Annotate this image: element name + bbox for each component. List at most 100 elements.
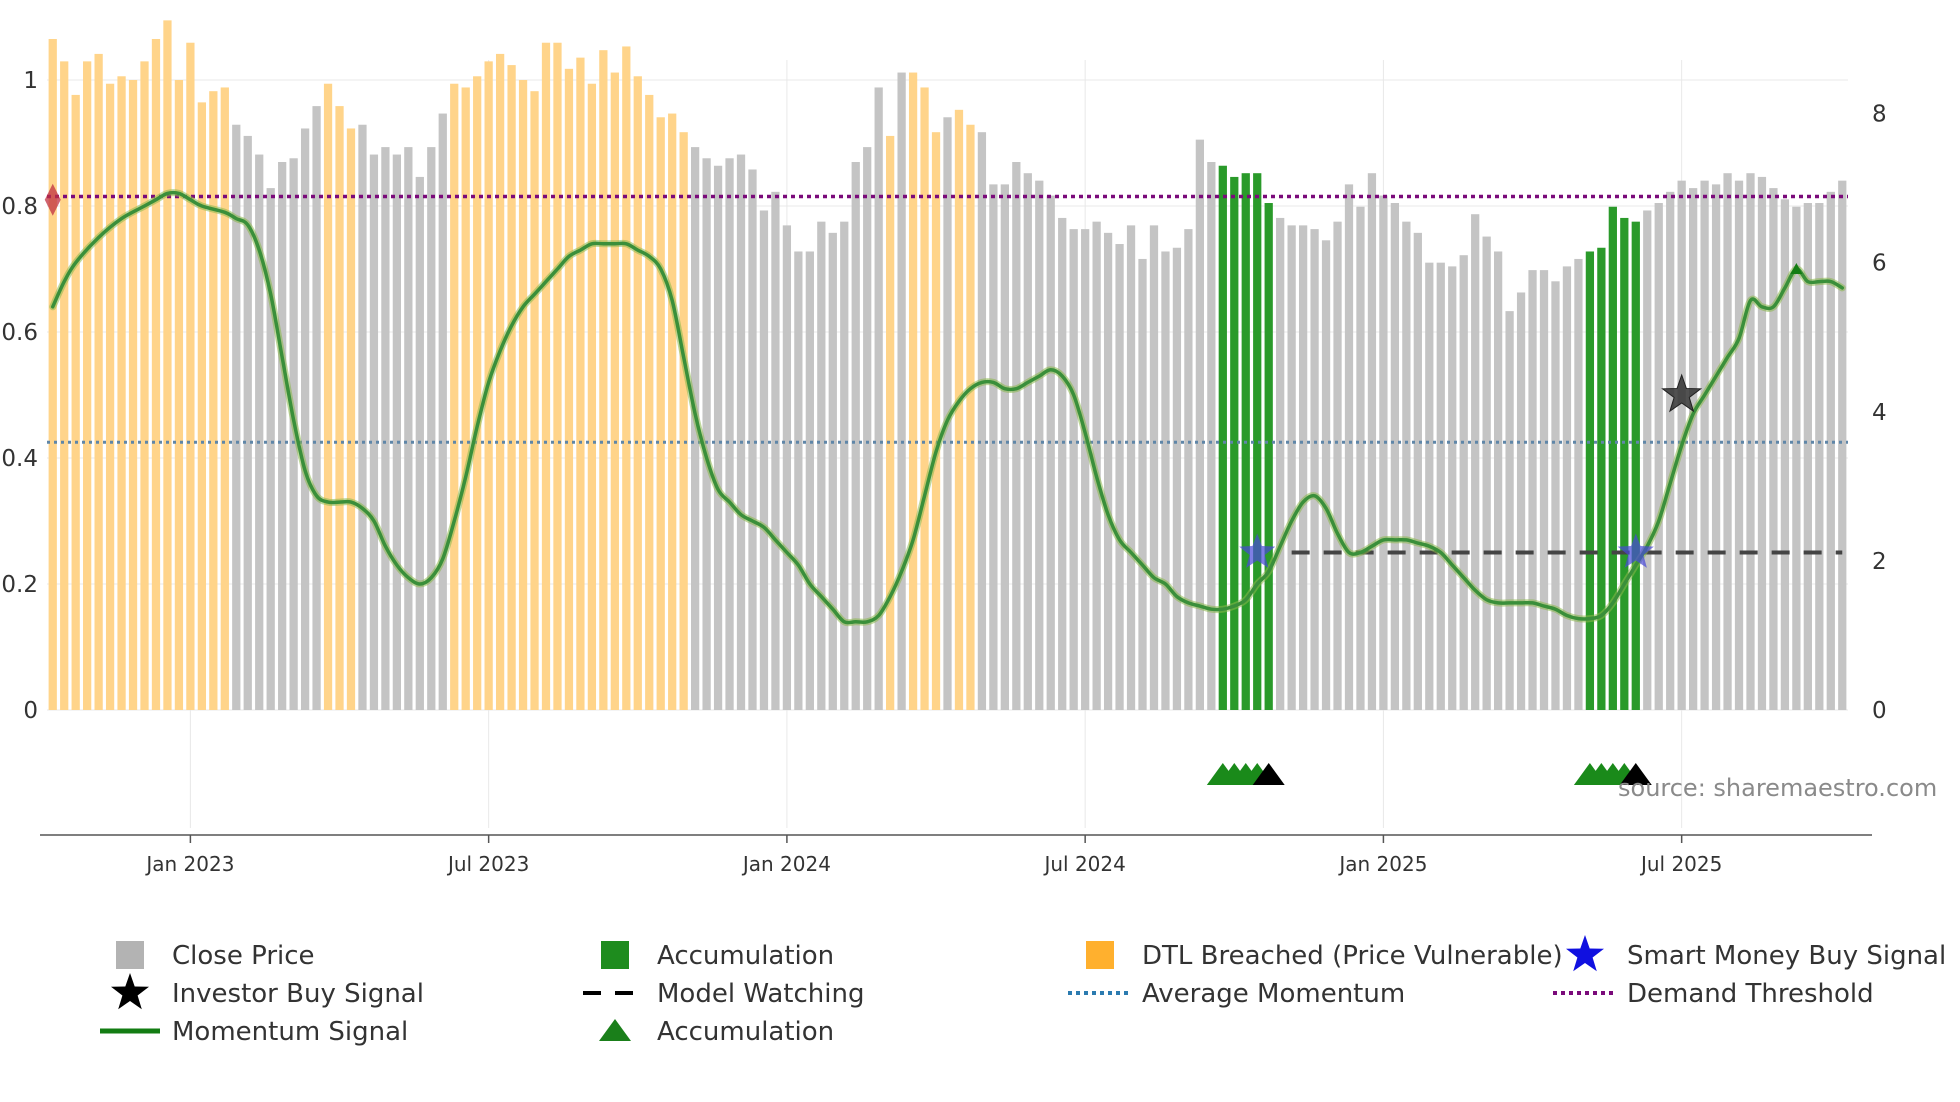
- close-price-bar: [1413, 232, 1422, 710]
- accumulation-bar: [1218, 165, 1227, 711]
- close-price-bar: [255, 154, 264, 710]
- accumulation-bar: [1620, 217, 1629, 710]
- legend-item: Model Watching: [583, 979, 864, 1009]
- dtl-breached-bar: [599, 50, 608, 711]
- close-price-bar: [1539, 270, 1549, 710]
- dtl-breached-bar: [450, 83, 459, 711]
- legend-label: Model Watching: [657, 979, 864, 1009]
- source-label: source: sharemaestro.com: [1618, 774, 1937, 802]
- close-price-bar: [1528, 270, 1537, 710]
- left-tick-label: 0.6: [1, 320, 38, 346]
- close-price-bar: [1000, 184, 1009, 711]
- dtl-breached-bar: [128, 80, 138, 710]
- close-price-bar: [312, 106, 321, 711]
- close-price-bar: [1493, 251, 1503, 710]
- close-price-bar: [1734, 180, 1744, 711]
- legend-label: Close Price: [172, 941, 315, 971]
- dtl-breached-bar: [610, 72, 619, 711]
- dtl-breached-bar: [530, 91, 539, 711]
- investor-triangle: [1252, 763, 1285, 785]
- close-price-bar: [1562, 266, 1572, 710]
- legend-item: Smart Money Buy Signal: [1566, 935, 1946, 972]
- close-price-bar: [1459, 255, 1468, 711]
- close-price-bar: [1448, 266, 1457, 710]
- close-price-bar: [358, 124, 367, 711]
- axes: Jan 2023 Jul 2023 Jan 2024 Jul 2024 Jan 2025…: [1, 68, 1886, 876]
- close-price-bar: [1792, 206, 1801, 711]
- x-tick-label: Jul 2024: [1042, 852, 1125, 876]
- left-tick-label: 0.4: [1, 446, 38, 472]
- momentum-peak-marker: [1790, 263, 1803, 274]
- dtl-breached-bar: [71, 94, 80, 710]
- close-price-bar: [897, 72, 906, 711]
- legend-label: Average Momentum: [1142, 979, 1405, 1009]
- close-price-bar: [381, 147, 390, 710]
- dtl-breached-bar: [163, 20, 172, 710]
- investor-triangle: [1619, 763, 1652, 785]
- x-tick-label: Jan 2024: [741, 852, 831, 876]
- accumulation-bar: [1264, 203, 1273, 710]
- close-price-bar: [1321, 240, 1331, 711]
- accumulation-bar: [1597, 247, 1606, 711]
- close-price-bar: [1815, 203, 1824, 710]
- close-price-bar: [369, 154, 379, 710]
- legend-label: Smart Money Buy Signal: [1627, 941, 1946, 971]
- legend-item: Accumulation: [599, 1017, 834, 1047]
- close-price-bar: [1711, 184, 1721, 711]
- legend-item: Close Price: [116, 941, 315, 971]
- close-price-bar: [1149, 225, 1159, 710]
- close-price-bar: [1482, 236, 1491, 710]
- close-price-bar: [1046, 195, 1055, 710]
- close-price-bar: [1780, 199, 1790, 710]
- close-price-bar: [1574, 258, 1583, 710]
- dtl-breached-bar: [197, 102, 206, 710]
- close-price-bar: [1654, 203, 1663, 710]
- close-price-bar: [1516, 292, 1526, 710]
- legend-swatch: [1086, 941, 1114, 969]
- legend-label: Momentum Signal: [172, 1017, 408, 1047]
- dtl-breached-bar: [209, 91, 218, 711]
- close-price-bar: [805, 251, 814, 710]
- close-price-bar: [1069, 229, 1078, 710]
- dtl-breached-bar: [140, 61, 149, 710]
- dtl-breached-bar: [83, 61, 92, 710]
- legend-star: [111, 973, 149, 1010]
- legend-item: Demand Threshold: [1553, 979, 1874, 1009]
- close-price-bar: [840, 221, 849, 710]
- right-tick-label: 8: [1872, 102, 1887, 128]
- close-price-bar: [1436, 262, 1445, 710]
- close-price-bar: [725, 158, 734, 710]
- price-bars: [48, 20, 1847, 711]
- left-tick-label: 0: [23, 698, 38, 724]
- close-price-bar: [427, 147, 436, 710]
- close-price-bar: [1298, 225, 1308, 710]
- close-price-bar: [1666, 191, 1675, 710]
- legend-label: Demand Threshold: [1627, 979, 1874, 1009]
- close-price-bar: [243, 135, 252, 710]
- close-price-bar: [1379, 195, 1388, 710]
- close-price-bar: [736, 154, 746, 710]
- dtl-breached-bar: [94, 53, 103, 710]
- close-price-bar: [1769, 188, 1778, 710]
- x-tick-label: Jul 2025: [1639, 852, 1722, 876]
- demand-breach-marker: [44, 183, 61, 216]
- close-price-bar: [1195, 139, 1204, 711]
- close-price-bar: [989, 184, 998, 711]
- close-price-bar: [794, 251, 803, 710]
- close-price-bar: [1402, 221, 1411, 710]
- legend-label: Accumulation: [657, 941, 834, 971]
- close-price-bar: [404, 147, 413, 710]
- close-price-bar: [1333, 221, 1342, 710]
- right-tick-label: 2: [1872, 549, 1887, 575]
- investor-buy-star: [1661, 373, 1703, 413]
- left-tick-label: 0.2: [1, 572, 38, 598]
- close-price-bar: [278, 162, 287, 710]
- right-tick-label: 4: [1872, 400, 1887, 426]
- close-price-bar: [1689, 188, 1698, 710]
- close-price-bar: [1035, 180, 1044, 711]
- dtl-breached-bar: [587, 83, 597, 711]
- dtl-breached-bar: [656, 117, 665, 711]
- dtl-breached-bar: [220, 87, 229, 710]
- close-price-bar: [1172, 247, 1182, 711]
- close-price-bar: [977, 132, 987, 711]
